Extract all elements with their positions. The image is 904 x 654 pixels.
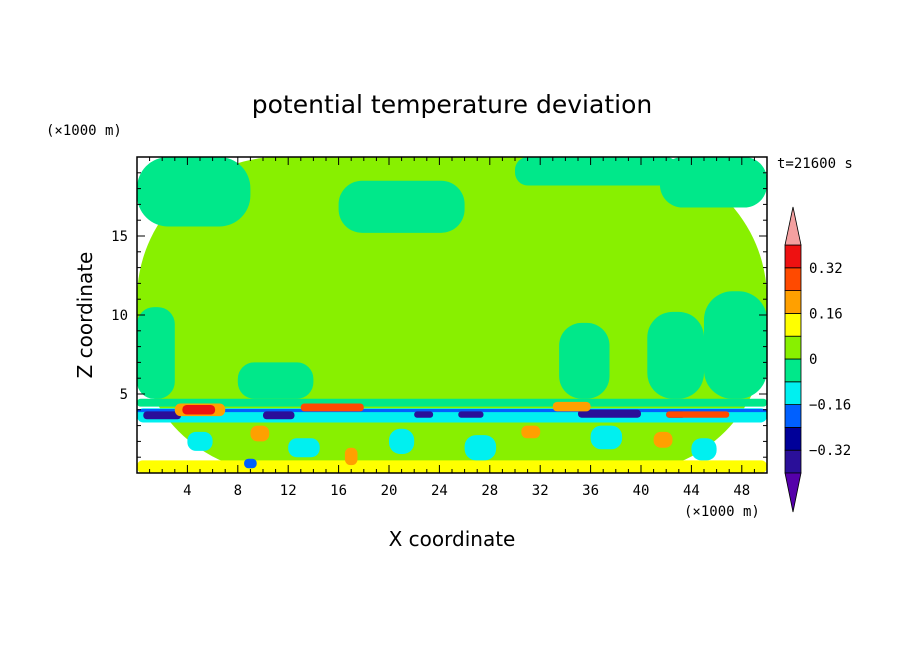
contour-region [647,311,704,399]
contour-region [244,458,257,469]
chart-title: potential temperature deviation [252,90,652,119]
contour-region [288,438,320,458]
x-axis-label: X coordinate [389,527,516,551]
contour-region [237,362,314,399]
x-tick-label: 20 [381,483,398,499]
contour-region [704,291,767,399]
colorbar-bin [784,267,802,291]
y-tick-label: 15 [111,229,128,245]
contour-region [552,401,591,412]
colorbar-bin [784,312,802,337]
contour-region [344,447,358,466]
contour-region [137,307,175,399]
x-axis-ticks: 4 8 12 16 20 24 28 32 36 40 44 48 [149,157,755,499]
colorbar-extend-bottom [784,472,802,513]
contour-region [137,157,251,227]
colorbar-bin [784,290,802,314]
y-axis-label: Z coordinate [73,252,97,379]
x-unit-label: (×1000 m) [684,504,760,520]
x-tick-label: 8 [234,483,242,499]
contour-region [300,403,364,412]
contour-region [338,180,465,233]
contour-region [590,425,623,450]
contour-region [578,409,641,418]
y-tick-label: 10 [111,308,128,324]
colorbar-label: 0 [809,352,817,368]
colorbar-bin [784,426,802,451]
contour-region [653,431,673,448]
colorbar-label: 0.32 [809,261,843,277]
x-tick-label: 44 [683,483,700,499]
colorbar-bin [784,244,802,269]
x-tick-label: 24 [431,483,448,499]
contour-region [559,322,610,399]
contour-region [250,425,270,442]
contour-region [691,438,717,461]
contour-region [414,411,434,418]
x-tick-label: 12 [280,483,297,499]
colorbar: 0.32 0.16 0 −0.16 −0.32 [784,206,851,513]
contour-region [659,157,767,208]
x-tick-label: 16 [330,483,347,499]
x-tick-label: 40 [633,483,650,499]
colorbar-bin [784,335,802,360]
contour-region [464,435,497,461]
x-tick-label: 48 [733,483,750,499]
y-tick-label: 5 [120,387,128,403]
contour-region [515,157,679,186]
x-tick-label: 28 [481,483,498,499]
colorbar-label: −0.16 [809,398,851,414]
y-unit-label: (×1000 m) [46,123,122,139]
x-tick-label: 32 [532,483,549,499]
y-axis-ticks: 5 10 15 [111,172,767,458]
contour-region [458,411,484,418]
colorbar-label: 0.16 [809,306,843,322]
contour-region [521,425,541,439]
contour-regions [137,157,767,473]
colorbar-bin [784,358,802,383]
time-label: t=21600 s [777,156,853,172]
contour-region [143,411,182,420]
contour-region [389,428,415,455]
contour-region [137,398,767,407]
contour-region [666,411,730,418]
contour-region [187,431,213,451]
plot-area [137,157,767,473]
colorbar-label: −0.32 [809,443,851,459]
colorbar-bin [784,404,802,428]
colorbar-bin [784,449,802,474]
x-tick-label: 4 [183,483,191,499]
x-tick-label: 36 [582,483,599,499]
contour-region [182,405,216,415]
contour-region [137,460,767,473]
contour-region [263,411,295,420]
colorbar-extend-top [784,206,802,246]
colorbar-bin [784,381,802,405]
